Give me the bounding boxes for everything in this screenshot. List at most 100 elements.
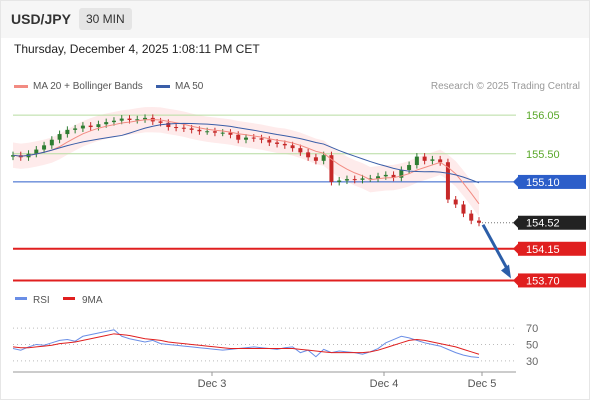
candle-body bbox=[166, 122, 171, 128]
level-label: 154.52 bbox=[526, 218, 560, 230]
rsi-ma-legend-swatch bbox=[63, 297, 75, 300]
candle-body bbox=[96, 124, 101, 128]
candle-body bbox=[290, 145, 295, 149]
candle-body bbox=[282, 143, 287, 146]
candle-body bbox=[368, 178, 373, 180]
level-label-arrow-support bbox=[513, 275, 518, 286]
candle-body bbox=[189, 128, 194, 130]
candle-body bbox=[414, 156, 419, 166]
candle-body bbox=[267, 139, 272, 143]
candle-body bbox=[251, 137, 256, 139]
legend-ma20-label: MA 20 + Bollinger Bands bbox=[33, 81, 143, 92]
candle-body bbox=[383, 174, 388, 177]
candle-body bbox=[275, 142, 280, 144]
ma50-swatch bbox=[156, 84, 170, 88]
candle-body bbox=[453, 199, 458, 205]
candle-body bbox=[73, 128, 78, 130]
candle-body bbox=[313, 157, 318, 161]
candle-body bbox=[181, 127, 186, 129]
candle-body bbox=[127, 118, 132, 120]
candle-body bbox=[422, 156, 427, 161]
level-label-arrow-pivot bbox=[513, 176, 518, 187]
candle-body bbox=[244, 137, 248, 140]
level-label: 155.10 bbox=[526, 177, 560, 189]
level-label: 155.50 bbox=[526, 149, 560, 161]
candle-body bbox=[438, 159, 443, 163]
rsi-line bbox=[12, 329, 480, 359]
candle-body bbox=[399, 169, 404, 178]
header-bar: USD/JPY 30 MIN bbox=[1, 1, 589, 38]
candle-body bbox=[461, 204, 466, 214]
rsi-ma-line bbox=[12, 333, 480, 355]
candle-body bbox=[135, 119, 140, 121]
ma50-line bbox=[12, 122, 480, 184]
candle-body bbox=[49, 139, 54, 146]
x-tick-label: Dec 4 bbox=[370, 378, 399, 390]
candle-body bbox=[65, 129, 70, 135]
candle-body bbox=[205, 131, 210, 133]
rsi-legend-label: RSI bbox=[33, 295, 50, 306]
level-label-bg-support bbox=[518, 241, 586, 256]
candle-body bbox=[119, 118, 124, 121]
candle-body bbox=[407, 165, 412, 170]
x-tick-label: Dec 5 bbox=[468, 378, 497, 390]
symbol-label: USD/JPY bbox=[11, 11, 71, 27]
candle-body bbox=[57, 134, 62, 140]
projection-arrow-head bbox=[501, 264, 511, 279]
candle-body bbox=[430, 159, 435, 161]
candle-body bbox=[337, 180, 342, 182]
candle-body bbox=[376, 176, 381, 179]
candle-body bbox=[259, 138, 264, 140]
timeframe-badge[interactable]: 30 MIN bbox=[79, 8, 132, 30]
candle-body bbox=[34, 149, 39, 154]
candle-body bbox=[197, 129, 202, 132]
candle-body bbox=[11, 155, 15, 157]
legend-ma50: MA 50 bbox=[156, 81, 203, 92]
candle-body bbox=[42, 145, 47, 150]
projection-arrow bbox=[481, 224, 510, 272]
rsi-tick-label: 50 bbox=[526, 339, 538, 351]
candle-body bbox=[80, 125, 85, 129]
candle-body bbox=[352, 179, 357, 181]
candle-body bbox=[360, 178, 365, 180]
candle-body bbox=[104, 122, 109, 125]
candle-body bbox=[212, 131, 217, 133]
rsi-tick-label: 30 bbox=[526, 356, 538, 368]
candle-body bbox=[236, 134, 241, 140]
level-label: 153.70 bbox=[526, 275, 560, 287]
candle-body bbox=[477, 220, 481, 223]
datetime-label: Thursday, December 4, 2025 1:08:11 PM CE… bbox=[14, 42, 260, 56]
candle-body bbox=[220, 132, 225, 134]
level-label: 156.05 bbox=[526, 110, 560, 122]
candle-body bbox=[344, 179, 349, 181]
credit-text: Research © 2025 Trading Central bbox=[430, 81, 580, 92]
candle-body bbox=[445, 162, 450, 200]
bollinger-band bbox=[13, 106, 479, 217]
ma20-swatch bbox=[14, 84, 28, 88]
candle-body bbox=[111, 120, 116, 123]
level-label-bg-pivot bbox=[518, 174, 586, 189]
ma20-line bbox=[12, 119, 480, 205]
legend-ma20: MA 20 + Bollinger Bands bbox=[14, 81, 143, 92]
rsi-legend-swatch bbox=[15, 297, 27, 300]
candle-body bbox=[321, 155, 326, 161]
candle-body bbox=[306, 152, 311, 158]
candle-body bbox=[469, 213, 474, 221]
candle-body bbox=[158, 121, 163, 123]
candle-body bbox=[329, 155, 334, 182]
candle-body bbox=[143, 117, 148, 120]
level-label-bg-support bbox=[518, 273, 586, 288]
level-label: 154.15 bbox=[526, 244, 560, 256]
level-label-arrow-support bbox=[513, 243, 518, 254]
level-label-bg-last bbox=[518, 215, 586, 230]
legend-ma50-label: MA 50 bbox=[175, 81, 204, 92]
candle-body bbox=[174, 127, 179, 129]
candle-body bbox=[298, 148, 303, 153]
candle-body bbox=[228, 132, 233, 135]
rsi-tick-label: 70 bbox=[526, 323, 538, 335]
level-label-arrow-last bbox=[513, 217, 518, 228]
candle-body bbox=[391, 174, 396, 178]
candle-body bbox=[88, 125, 93, 128]
